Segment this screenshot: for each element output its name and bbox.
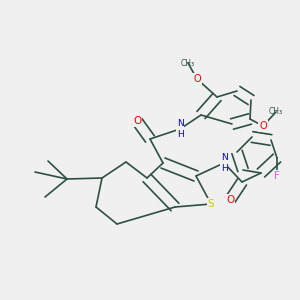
Text: O: O <box>193 74 201 84</box>
Text: S: S <box>208 199 214 209</box>
Text: N
H: N H <box>220 153 227 173</box>
Text: CH₃: CH₃ <box>181 58 195 68</box>
Text: F: F <box>274 171 280 181</box>
Text: O: O <box>259 121 267 131</box>
Text: N
H: N H <box>177 119 183 139</box>
Text: O: O <box>133 116 141 126</box>
Text: CH₃: CH₃ <box>269 107 283 116</box>
Text: O: O <box>226 195 234 205</box>
